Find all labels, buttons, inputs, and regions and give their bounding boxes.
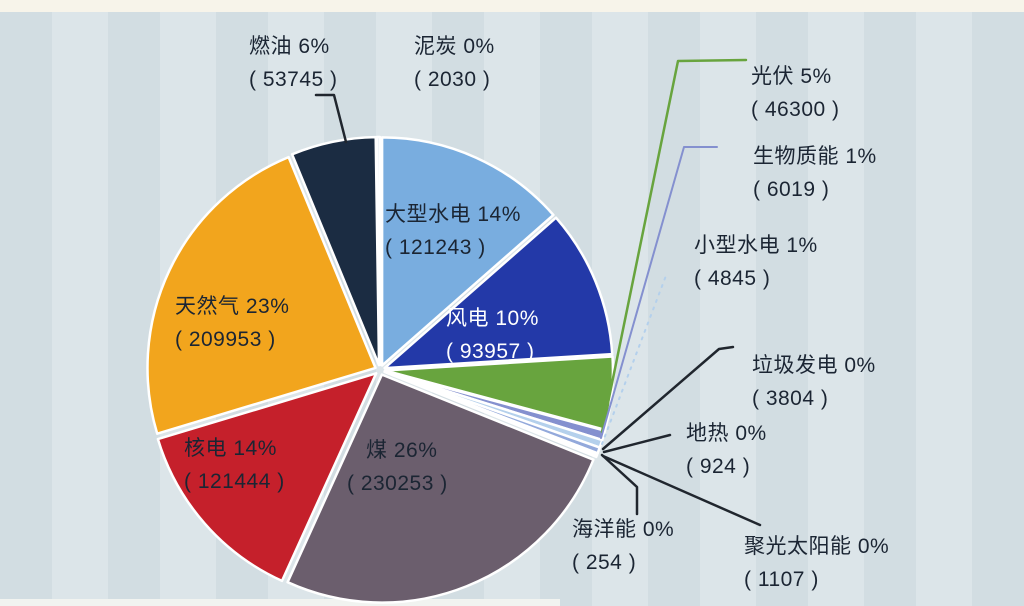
natural-gas-name-pct: 天然气 23% bbox=[175, 295, 290, 318]
csp-value: ( 1107 ) bbox=[744, 568, 819, 591]
ocean-energy-value: ( 254 ) bbox=[572, 551, 637, 574]
label-large-hydro: 大型水电 14% ( 121243 ) bbox=[385, 198, 521, 264]
waste-power-name-pct: 垃圾发电 0% bbox=[752, 354, 876, 377]
large-hydro-value: ( 121243 ) bbox=[385, 236, 486, 259]
leader-line-small-hydro bbox=[601, 272, 668, 445]
biomass-value: ( 6019 ) bbox=[753, 178, 830, 201]
solar-pv-value: ( 46300 ) bbox=[751, 98, 840, 121]
pie-slice-nuclear bbox=[156, 372, 378, 583]
label-ocean-energy: 海洋能 0% ( 254 ) bbox=[572, 513, 674, 579]
natural-gas-value: ( 209953 ) bbox=[175, 328, 276, 351]
geothermal-name-pct: 地热 0% bbox=[686, 422, 767, 445]
label-csp: 聚光太阳能 0% ( 1107 ) bbox=[744, 530, 889, 596]
peat-value: ( 2030 ) bbox=[414, 68, 491, 91]
leader-line-biomass bbox=[600, 146, 718, 439]
peat-name-pct: 泥炭 0% bbox=[414, 35, 495, 58]
label-natural-gas: 天然气 23% ( 209953 ) bbox=[175, 290, 289, 356]
label-coal: 煤 26% ( 230253 ) bbox=[347, 434, 448, 500]
pie-slice-csp bbox=[383, 370, 599, 459]
wind-name-pct: 风电 10% bbox=[446, 307, 539, 330]
large-hydro-name-pct: 大型水电 14% bbox=[385, 203, 521, 226]
wind-value: ( 93957 ) bbox=[446, 340, 535, 363]
solar-pv-name-pct: 光伏 5% bbox=[751, 65, 832, 88]
leader-line-csp bbox=[601, 454, 762, 527]
label-solar-pv: 光伏 5% ( 46300 ) bbox=[751, 60, 840, 126]
fuel-oil-name-pct: 燃油 6% bbox=[249, 35, 330, 58]
label-waste-power: 垃圾发电 0% ( 3804 ) bbox=[752, 349, 876, 415]
label-peat: 泥炭 0% ( 2030 ) bbox=[414, 30, 495, 96]
biomass-name-pct: 生物质能 1% bbox=[753, 145, 877, 168]
label-nuclear: 核电 14% ( 121444 ) bbox=[184, 432, 285, 498]
ocean-energy-name-pct: 海洋能 0% bbox=[572, 518, 675, 541]
fuel-oil-value: ( 53745 ) bbox=[249, 68, 338, 91]
label-wind: 风电 10% ( 93957 ) bbox=[446, 302, 539, 368]
small-hydro-value: ( 4845 ) bbox=[694, 267, 771, 290]
scan-bottom-margin bbox=[0, 599, 560, 606]
label-biomass: 生物质能 1% ( 6019 ) bbox=[753, 140, 877, 206]
waste-power-value: ( 3804 ) bbox=[752, 387, 829, 410]
pie-slice-natural-gas bbox=[146, 155, 377, 435]
label-fuel-oil: 燃油 6% ( 53745 ) bbox=[249, 30, 338, 96]
geothermal-value: ( 924 ) bbox=[686, 455, 751, 478]
csp-name-pct: 聚光太阳能 0% bbox=[744, 535, 890, 558]
pie-slice-large-hydro bbox=[380, 136, 555, 367]
nuclear-value: ( 121444 ) bbox=[184, 470, 285, 493]
label-small-hydro: 小型水电 1% ( 4845 ) bbox=[694, 229, 818, 295]
coal-name-pct: 煤 26% bbox=[366, 439, 438, 462]
leader-line-solar-pv bbox=[600, 58, 748, 434]
scan-top-margin bbox=[0, 0, 1024, 12]
leader-line-fuel-oil bbox=[314, 93, 348, 144]
coal-value: ( 230253 ) bbox=[347, 472, 448, 495]
nuclear-name-pct: 核电 14% bbox=[184, 437, 277, 460]
leader-line-ocean-energy bbox=[600, 453, 639, 516]
pie-slice-wind bbox=[383, 216, 614, 370]
pie-slice-coal bbox=[286, 373, 595, 604]
label-geothermal: 地热 0% ( 924 ) bbox=[686, 417, 767, 483]
leader-line-geothermal bbox=[602, 433, 672, 454]
pie-slice-peat bbox=[375, 135, 382, 367]
small-hydro-name-pct: 小型水电 1% bbox=[694, 234, 818, 257]
leader-line-waste-power bbox=[601, 345, 735, 451]
